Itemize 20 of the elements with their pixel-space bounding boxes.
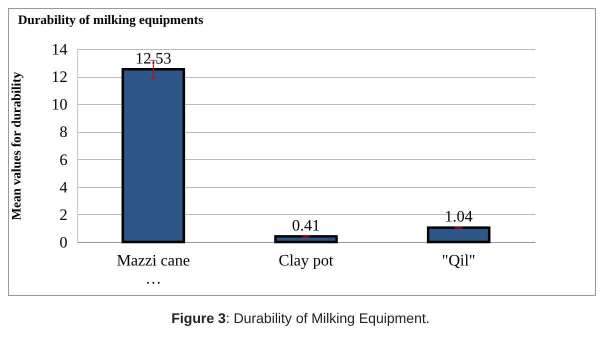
y-tick-label: 2: [60, 206, 68, 224]
bar: [274, 235, 338, 244]
y-tick-label: 14: [52, 42, 68, 58]
x-tick-label: Clay pot: [278, 252, 334, 270]
y-tick-label: 0: [60, 234, 68, 252]
y-tick-label: 6: [60, 152, 68, 169]
data-label: 12.53: [135, 50, 172, 68]
y-tick-label: 12: [52, 69, 68, 86]
x-tick-label: Mazzi cane …: [116, 252, 190, 288]
y-tick-label: 4: [60, 179, 68, 196]
data-label: 1.04: [444, 208, 473, 226]
y-tick-label: 8: [60, 124, 68, 142]
x-tick-label: "Qil": [442, 252, 476, 270]
chart-title: Durability of milking equipments: [18, 12, 204, 27]
bar: [122, 68, 186, 244]
bar: [426, 226, 490, 244]
y-axis-title: Mean values for durability: [8, 71, 24, 220]
y-tick-label: 10: [52, 96, 68, 114]
data-label: 0.41: [292, 217, 320, 234]
caption: Figure 3: Durability of Milking Equipment.: [170, 310, 431, 326]
